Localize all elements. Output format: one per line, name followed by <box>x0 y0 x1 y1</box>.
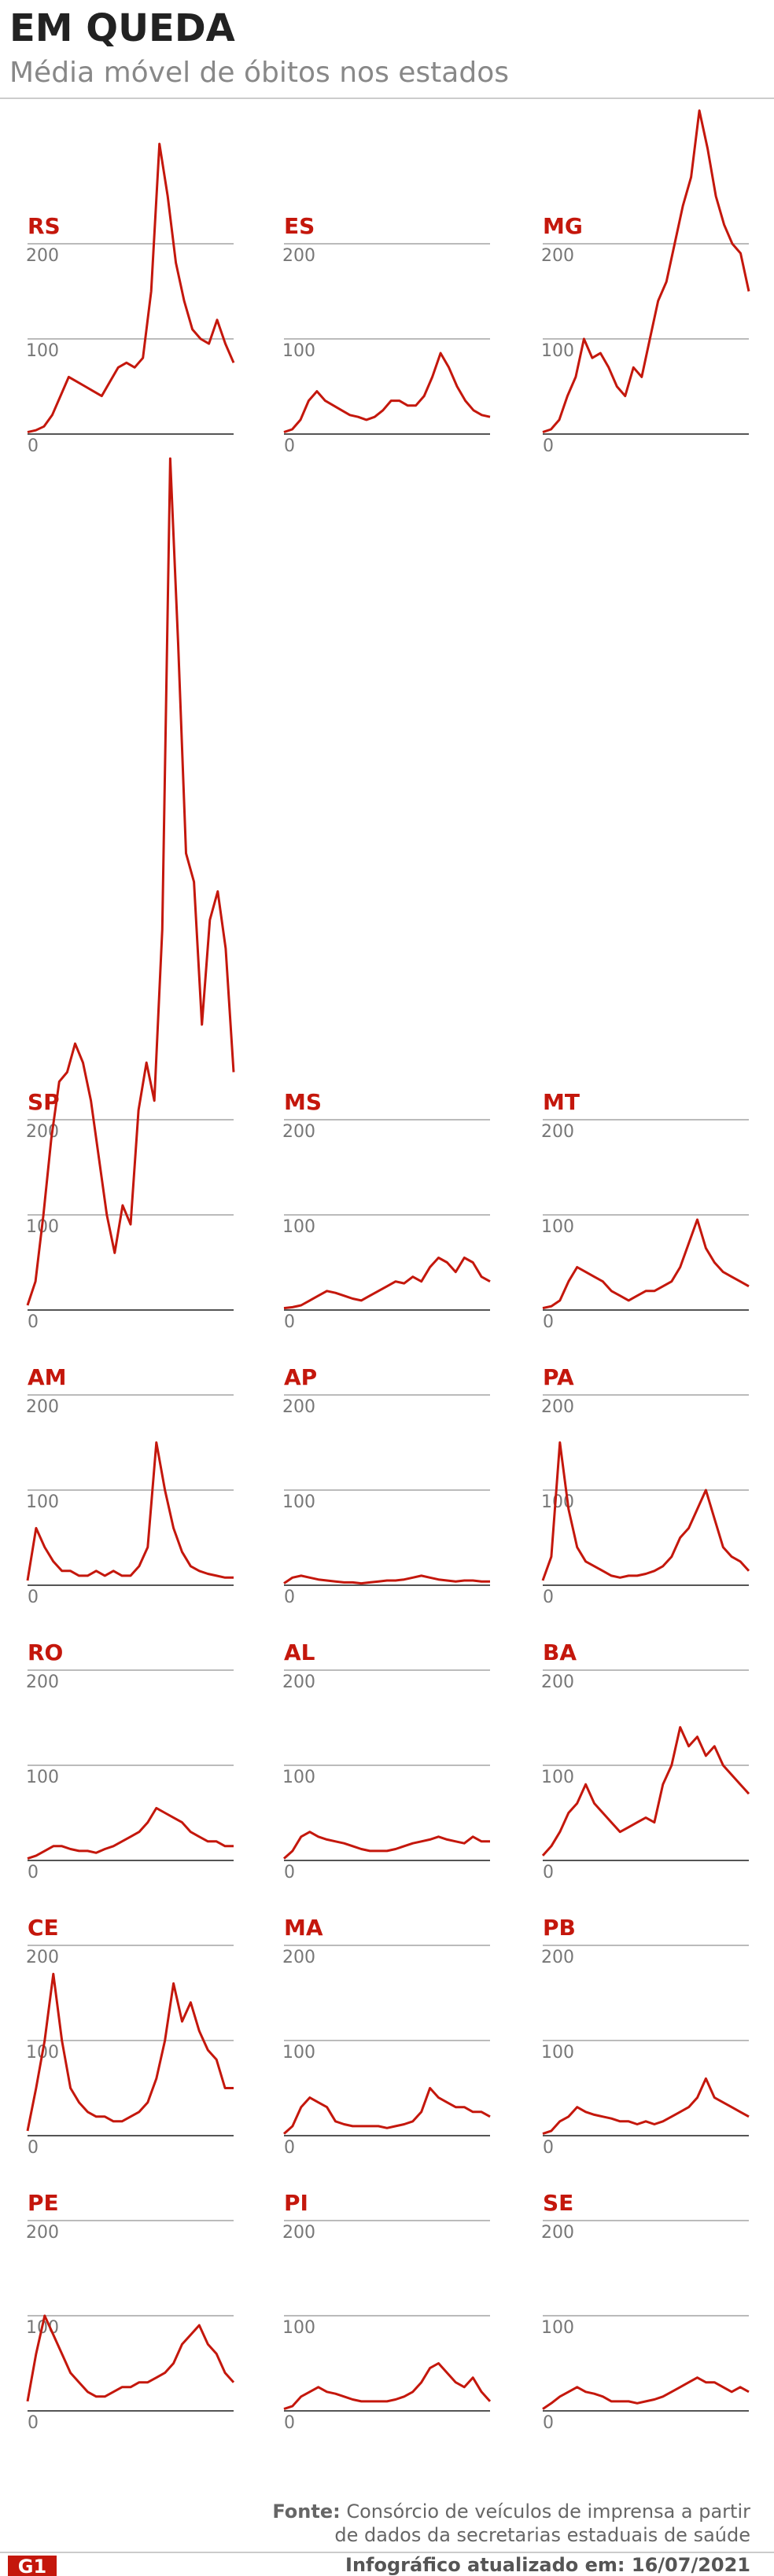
y-tick-label: 0 <box>28 1312 39 1332</box>
y-tick-label: 0 <box>284 2413 295 2433</box>
panel-title: PA <box>543 1364 574 1390</box>
y-tick-label: 200 <box>541 246 574 266</box>
line <box>26 1441 234 1581</box>
line <box>541 1726 750 1857</box>
y-tick-label: 100 <box>541 1768 574 1787</box>
y-tick-label: 100 <box>541 341 574 361</box>
panel-title: AL <box>284 1639 315 1665</box>
line <box>283 1831 490 1860</box>
y-tick-label: 200 <box>541 1397 574 1417</box>
source-text: Fonte: Consórcio de veículos de imprensa… <box>272 2501 750 2523</box>
line <box>283 1257 491 1310</box>
y-tick-label: 0 <box>284 436 295 456</box>
line <box>542 1218 750 1310</box>
panel-title: AM <box>28 1364 67 1390</box>
line <box>542 2077 750 2136</box>
panel-title: MG <box>543 213 583 239</box>
panel-title: PI <box>284 2190 308 2216</box>
y-tick-label: 200 <box>282 246 315 266</box>
y-tick-label: 200 <box>26 2223 59 2243</box>
line <box>283 2087 491 2135</box>
panel-title: MT <box>543 1089 580 1115</box>
y-tick-label: 0 <box>28 2138 39 2158</box>
y-tick-label: 200 <box>282 1122 315 1142</box>
line <box>283 351 491 434</box>
y-tick-label: 0 <box>28 436 39 456</box>
panel-title: SP <box>28 1089 60 1115</box>
y-tick-label: 100 <box>282 2043 315 2063</box>
line <box>541 1441 750 1581</box>
y-tick-label: 0 <box>543 1863 554 1882</box>
y-tick-label: 200 <box>282 1397 315 1417</box>
source-label: Fonte: <box>272 2501 340 2523</box>
y-tick-label: 0 <box>284 1863 295 1882</box>
line <box>26 2314 235 2402</box>
y-tick-label: 200 <box>541 1948 574 1967</box>
y-tick-label: 100 <box>26 341 59 361</box>
panel-title: PB <box>543 1915 576 1941</box>
y-tick-label: 200 <box>26 1673 59 1692</box>
y-tick-label: 0 <box>28 1588 39 1607</box>
logo: G1 <box>18 2556 46 2576</box>
y-tick-label: 0 <box>284 1312 295 1332</box>
y-tick-label: 100 <box>282 1768 315 1787</box>
panel-title: RO <box>28 1639 63 1665</box>
subtitle: Média móvel de óbitos nos estados <box>9 57 509 89</box>
line <box>26 457 235 1306</box>
y-tick-label: 100 <box>541 2043 574 2063</box>
updated: Infográfico atualizado em: 16/07/2021 <box>345 2554 750 2576</box>
logo-box <box>8 2556 57 2576</box>
y-tick-label: 0 <box>543 2138 554 2158</box>
y-tick-label: 200 <box>26 1397 59 1417</box>
y-tick-label: 100 <box>26 1768 59 1787</box>
source-line: Consórcio de veículos de imprensa a part… <box>346 2501 750 2523</box>
y-tick-label: 0 <box>543 1312 554 1332</box>
y-tick-label: 0 <box>284 1588 295 1607</box>
y-tick-label: 100 <box>282 1217 315 1237</box>
panel-title: MA <box>284 1915 323 1941</box>
y-tick-label: 200 <box>282 1673 315 1692</box>
panel-title: MS <box>284 1089 322 1115</box>
title: EM QUEDA <box>9 6 235 50</box>
panel-title: RS <box>28 213 61 239</box>
line <box>283 2362 492 2411</box>
y-tick-label: 0 <box>28 2413 39 2433</box>
y-tick-label: 100 <box>282 2318 315 2338</box>
y-tick-label: 100 <box>26 1492 59 1512</box>
y-tick-label: 100 <box>282 1492 315 1512</box>
line <box>26 1972 234 2132</box>
panel-title: BA <box>543 1639 577 1665</box>
panel-title: AP <box>284 1364 317 1390</box>
y-tick-label: 200 <box>282 1948 315 1967</box>
panel-title: SE <box>543 2190 573 2216</box>
y-tick-label: 100 <box>541 2318 574 2338</box>
y-tick-label: 200 <box>541 2223 574 2243</box>
y-tick-label: 200 <box>26 1948 59 1967</box>
y-tick-label: 100 <box>541 1217 574 1237</box>
line <box>542 2376 750 2410</box>
line <box>542 109 750 434</box>
y-tick-label: 0 <box>543 1588 554 1607</box>
line <box>283 1574 490 1585</box>
line <box>27 142 235 434</box>
y-tick-label: 0 <box>543 436 554 456</box>
panel-title: PE <box>28 2190 59 2216</box>
y-tick-label: 0 <box>284 2138 295 2158</box>
y-tick-label: 0 <box>543 2413 554 2433</box>
panel-title: CE <box>28 1915 59 1941</box>
y-tick-label: 100 <box>282 341 315 361</box>
line <box>27 1806 234 1860</box>
source-line: de dados da secretarias estaduais de saú… <box>334 2524 750 2546</box>
source: Fonte: Consórcio de veículos de imprensa… <box>272 2501 750 2546</box>
y-tick-label: 0 <box>28 1863 39 1882</box>
y-tick-label: 200 <box>541 1122 574 1142</box>
y-tick-label: 200 <box>541 1673 574 1692</box>
y-tick-label: 200 <box>282 2223 315 2243</box>
y-tick-label: 200 <box>26 246 59 266</box>
panel-title: ES <box>284 213 315 239</box>
